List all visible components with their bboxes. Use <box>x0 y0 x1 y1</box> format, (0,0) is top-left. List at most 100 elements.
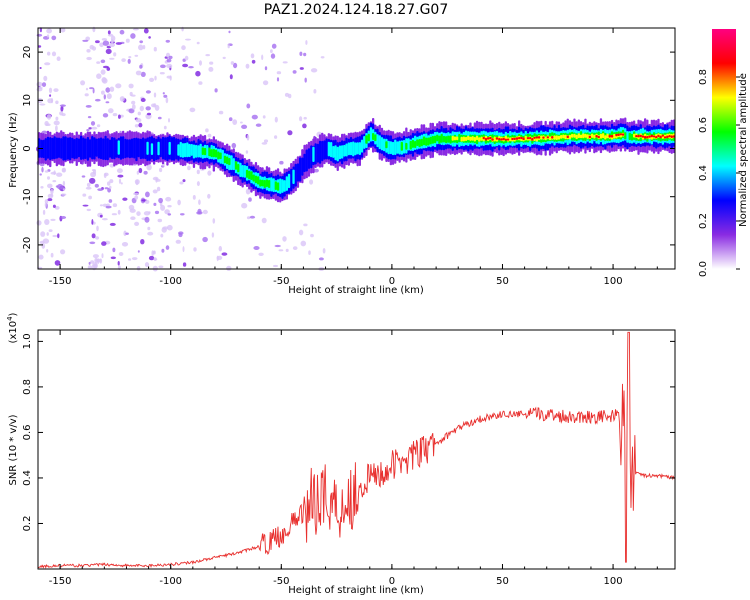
spectrogram-ridge-cell <box>369 127 373 142</box>
spectrogram-speckle <box>156 179 161 182</box>
spectrogram-speckle <box>50 218 56 221</box>
spectrogram-speckle <box>39 67 42 69</box>
spectrogram-speckle <box>240 121 243 124</box>
spectrogram-speckle <box>305 40 308 45</box>
spectrogram-speckle <box>285 248 289 252</box>
y-tick-label: 0 <box>22 145 33 151</box>
spectrogram-ridge-cell <box>495 137 499 140</box>
spectrogram-ridge-cell <box>234 161 238 170</box>
spectrogram-ridge-cell <box>661 134 664 137</box>
colorbar-tick-label: 0.4 <box>698 165 709 181</box>
spectrogram-ridge-cell <box>133 137 136 159</box>
spectrogram-ridge-cell <box>265 179 269 187</box>
spectrogram-speckle <box>207 193 211 199</box>
spectrogram-speckle <box>128 56 132 59</box>
spectrogram-ridge-cell <box>407 138 410 151</box>
spectrogram-ridge-cell <box>115 139 118 158</box>
spectrogram-speckle <box>86 129 90 132</box>
spectrogram-ridge-cell <box>318 140 322 164</box>
colorbar-tick-label: 0.6 <box>698 117 709 133</box>
spectrogram-speckle <box>207 133 212 138</box>
spectrogram-speckle <box>47 176 50 180</box>
spectrogram-ridge-cell <box>272 178 275 193</box>
spectrogram-ridge-cell <box>192 144 196 159</box>
spectrogram-ridge-cell <box>613 133 616 139</box>
spectrogram-speckle <box>181 26 184 32</box>
spectrogram-ridge-cell <box>276 182 280 191</box>
spectrogram-speckle <box>52 180 57 183</box>
spectrogram-speckle <box>255 123 262 127</box>
spectrogram-speckle <box>48 87 53 94</box>
y-tick-label: 0.2 <box>22 516 33 532</box>
spectrogram-ridge-cell <box>181 143 185 158</box>
spectrogram-speckle <box>148 36 151 39</box>
spectrogram-speckle <box>198 81 203 85</box>
spectrogram-ridge-cell <box>226 156 229 165</box>
spectrogram-speckle <box>81 175 86 178</box>
spectrogram-speckle <box>44 219 50 225</box>
spectrogram-speckle <box>189 107 196 113</box>
spectrogram-speckle <box>166 224 173 231</box>
spectrogram-ridge-cell <box>292 169 295 184</box>
spectrogram-ridge-cell <box>66 137 70 160</box>
spectrogram-ridge-cell <box>398 140 401 155</box>
spectrogram-speckle <box>128 108 135 114</box>
spectrogram-ridge-cell <box>405 142 408 150</box>
spectrogram-ridge-cell <box>378 135 381 150</box>
spectrogram-ridge-cell <box>655 136 658 139</box>
spectrogram-ridge-cell <box>537 136 541 139</box>
spectrogram-y-label: Frequency (Hz) <box>8 112 19 188</box>
spectrogram-ridge-cell <box>524 135 527 141</box>
spectrogram-ridge-cell <box>367 133 370 142</box>
spectrogram-speckle <box>120 182 123 185</box>
spectrogram-speckle <box>208 66 214 72</box>
spectrogram-ridge-cell <box>299 157 302 182</box>
y-tick-label: 20 <box>22 46 33 59</box>
spectrogram-ridge-cell <box>248 170 251 180</box>
spectrogram-speckle <box>138 122 143 128</box>
spectrogram-ridge-cell <box>327 141 330 157</box>
spectrogram-ridge-cell <box>482 136 485 140</box>
spectrogram-ridge-cell <box>402 140 406 154</box>
spectrogram-ridge-cell <box>456 136 459 141</box>
spectrogram-speckle <box>250 53 255 59</box>
spectrogram-speckle <box>55 125 58 132</box>
y-tick-label: -10 <box>22 189 33 205</box>
spectrogram-ridge-cell <box>108 139 112 158</box>
spectrogram-ridge-cell <box>458 134 461 143</box>
spectrogram-ridge-cell <box>93 137 96 160</box>
spectrogram-speckle <box>104 172 109 177</box>
spectrogram-speckle <box>216 255 219 262</box>
spectrogram-ridge-cell <box>228 158 231 166</box>
spectrogram-ridge-cell <box>186 142 189 158</box>
spectrogram-ridge-cell <box>44 138 47 161</box>
spectrogram-ridge-cell <box>597 135 600 139</box>
spectrogram-ridge-cell <box>161 136 165 160</box>
spectrogram-speckle <box>140 98 146 102</box>
spectrogram-speckle <box>299 67 304 70</box>
spectrogram-ridge-cell <box>500 138 503 141</box>
spectrogram-x-label: Height of straight line (km) <box>288 285 424 296</box>
spectrogram-ridge-cell <box>71 137 74 159</box>
spectrogram-ridge-cell <box>91 136 94 160</box>
spectrogram-speckle <box>263 139 269 143</box>
spectrogram-speckle <box>251 59 256 64</box>
spectrogram-ridge-cell <box>285 176 288 191</box>
spectrogram-ridge-cell <box>610 134 614 138</box>
spectrogram-ridge-cell <box>650 134 653 138</box>
spectrogram-speckle <box>52 204 56 208</box>
spectrogram-speckle <box>51 51 57 57</box>
spectrogram-speckle <box>197 208 202 214</box>
spectrogram-speckle <box>245 150 249 154</box>
spectrogram-ridge-cell <box>82 137 85 160</box>
spectrogram-speckle <box>139 105 144 112</box>
spectrogram-speckle <box>313 89 317 94</box>
spectrogram-ridge-cell <box>203 147 207 156</box>
spectrogram-speckle <box>207 170 212 176</box>
spectrogram-ridge-cell <box>155 138 158 161</box>
spectrogram-ridge-cell <box>473 137 476 142</box>
spectrogram-speckle <box>99 204 103 207</box>
spectrogram-speckle <box>96 225 99 232</box>
spectrogram-speckle <box>125 38 130 43</box>
spectrogram-ridge-cell <box>332 146 335 158</box>
